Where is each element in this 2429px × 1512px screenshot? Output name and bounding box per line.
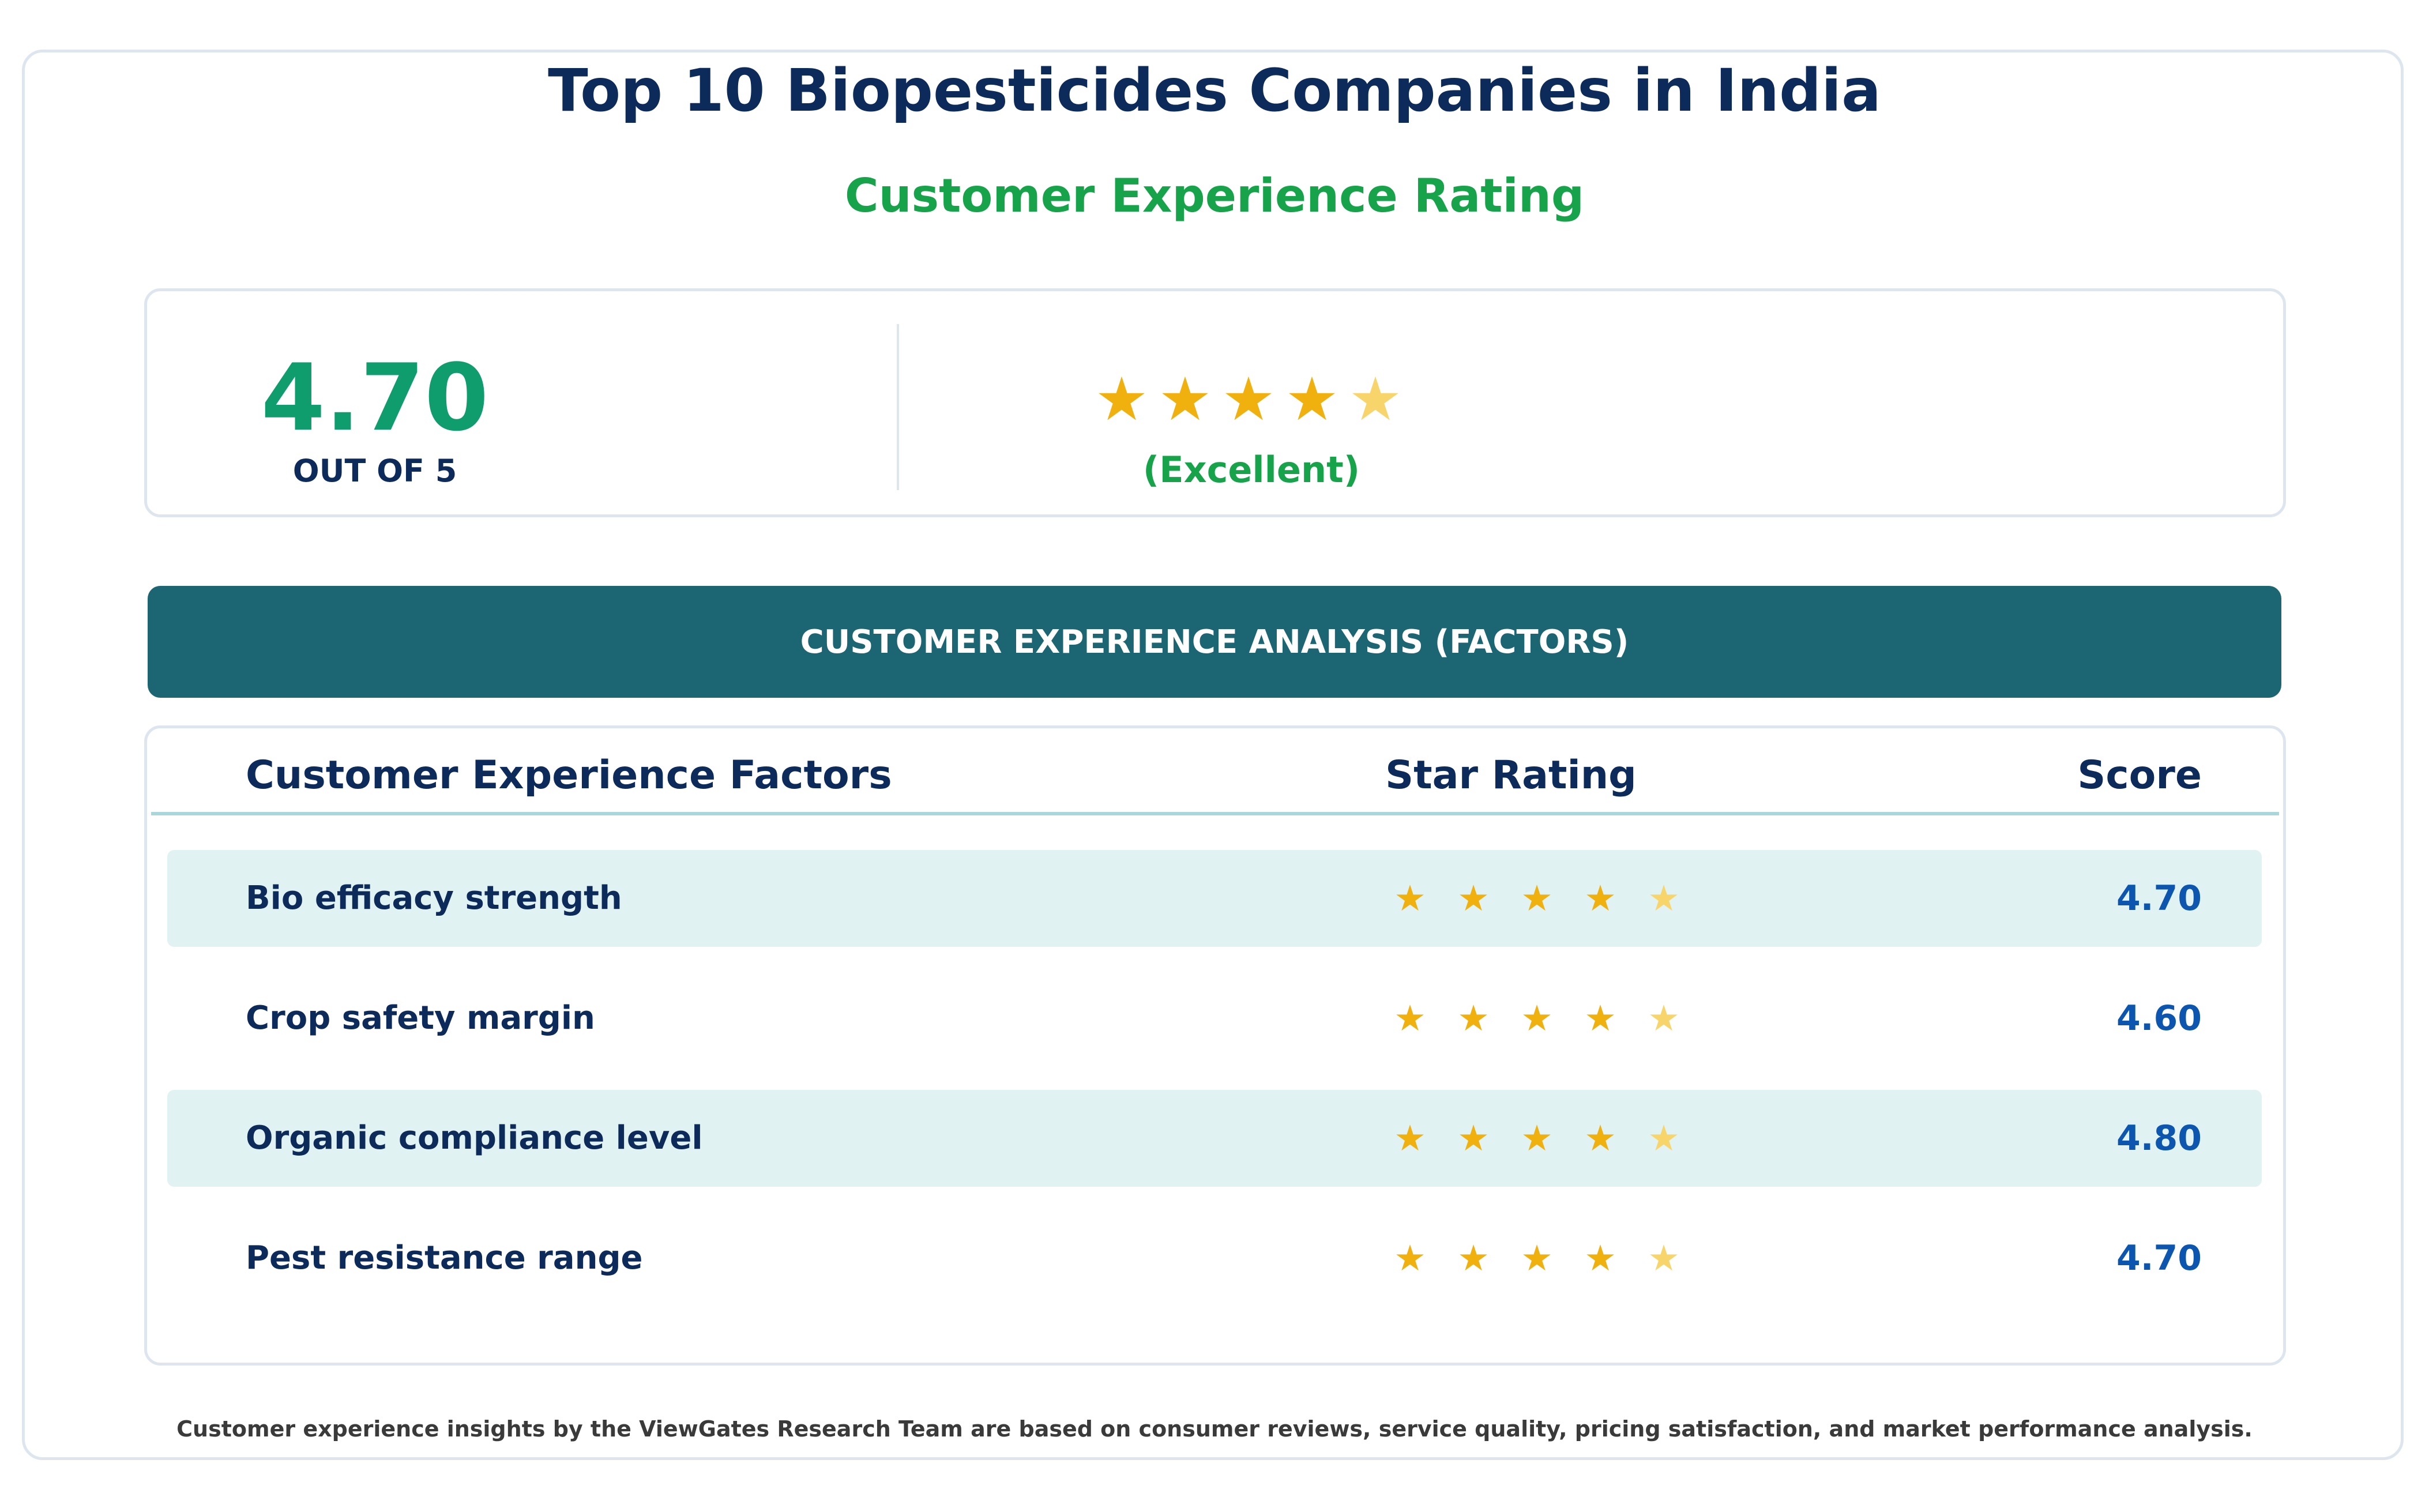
star-icon: ★ xyxy=(1584,997,1616,1039)
factor-score: 4.60 xyxy=(2116,998,2202,1039)
factor-name: Pest resistance range xyxy=(246,1239,643,1277)
row-star-rating: ★ ★ ★ ★ ★ xyxy=(1378,970,1695,1067)
row-star-rating: ★ ★ ★ ★ ★ xyxy=(1378,1090,1695,1187)
star-icon: ★ xyxy=(1095,364,1149,434)
out-of-label: OUT OF 5 xyxy=(292,453,457,489)
star-icon: ★ xyxy=(1584,1117,1616,1159)
overall-score: 4.70 xyxy=(261,344,489,452)
half-star-icon: ★ xyxy=(1648,877,1680,919)
table-row: Bio efficacy strength ★ ★ ★ ★ ★ 4.70 xyxy=(167,850,2262,947)
star-icon: ★ xyxy=(1457,997,1490,1039)
star-icon: ★ xyxy=(1221,364,1276,434)
star-icon: ★ xyxy=(1521,997,1553,1039)
overall-star-rating: ★ ★ ★ ★ ★ xyxy=(1090,364,1413,434)
star-icon: ★ xyxy=(1521,877,1553,919)
half-star-icon: ★ xyxy=(1348,364,1402,434)
row-star-rating: ★ ★ ★ ★ ★ xyxy=(1378,1210,1695,1307)
factor-name: Crop safety margin xyxy=(246,999,595,1037)
summary-divider xyxy=(897,324,899,490)
section-banner: CUSTOMER EXPERIENCE ANALYSIS (FACTORS) xyxy=(148,586,2281,698)
table-row: Crop safety margin ★ ★ ★ ★ ★ 4.60 xyxy=(167,970,2262,1067)
page-subtitle: Customer Experience Rating xyxy=(844,169,1585,223)
star-icon: ★ xyxy=(1457,1237,1490,1279)
star-icon: ★ xyxy=(1521,1117,1553,1159)
star-icon: ★ xyxy=(1394,997,1426,1039)
table-row: Pest resistance range ★ ★ ★ ★ ★ 4.70 xyxy=(167,1210,2262,1307)
star-icon: ★ xyxy=(1457,1117,1490,1159)
factor-score: 4.70 xyxy=(2116,1238,2202,1278)
page-title: Top 10 Biopesticides Companies in India xyxy=(548,57,1881,125)
header-star-rating: Star Rating xyxy=(1385,753,1637,798)
card-container xyxy=(22,50,2404,1460)
factor-name: Bio efficacy strength xyxy=(246,879,622,917)
factor-name: Organic compliance level xyxy=(246,1119,703,1157)
header-score: Score xyxy=(2077,753,2202,798)
star-icon: ★ xyxy=(1394,1237,1426,1279)
star-icon: ★ xyxy=(1394,1117,1426,1159)
factor-score: 4.70 xyxy=(2116,878,2202,919)
row-star-rating: ★ ★ ★ ★ ★ xyxy=(1378,850,1695,947)
star-icon: ★ xyxy=(1521,1237,1553,1279)
star-icon: ★ xyxy=(1584,877,1616,919)
summary-panel xyxy=(144,288,2286,517)
footer-note: Customer experience insights by the View… xyxy=(176,1416,2253,1442)
star-icon: ★ xyxy=(1158,364,1212,434)
factor-score: 4.80 xyxy=(2116,1118,2202,1159)
rating-label: (Excellent) xyxy=(1142,449,1360,491)
table-row: Organic compliance level ★ ★ ★ ★ ★ 4.80 xyxy=(167,1090,2262,1187)
star-icon: ★ xyxy=(1584,1237,1616,1279)
header-divider xyxy=(151,812,2279,815)
star-icon: ★ xyxy=(1457,877,1490,919)
half-star-icon: ★ xyxy=(1648,997,1680,1039)
half-star-icon: ★ xyxy=(1648,1117,1680,1159)
factors-table xyxy=(144,725,2286,1366)
header-factors: Customer Experience Factors xyxy=(246,753,892,798)
star-icon: ★ xyxy=(1394,877,1426,919)
half-star-icon: ★ xyxy=(1648,1237,1680,1279)
star-icon: ★ xyxy=(1285,364,1339,434)
